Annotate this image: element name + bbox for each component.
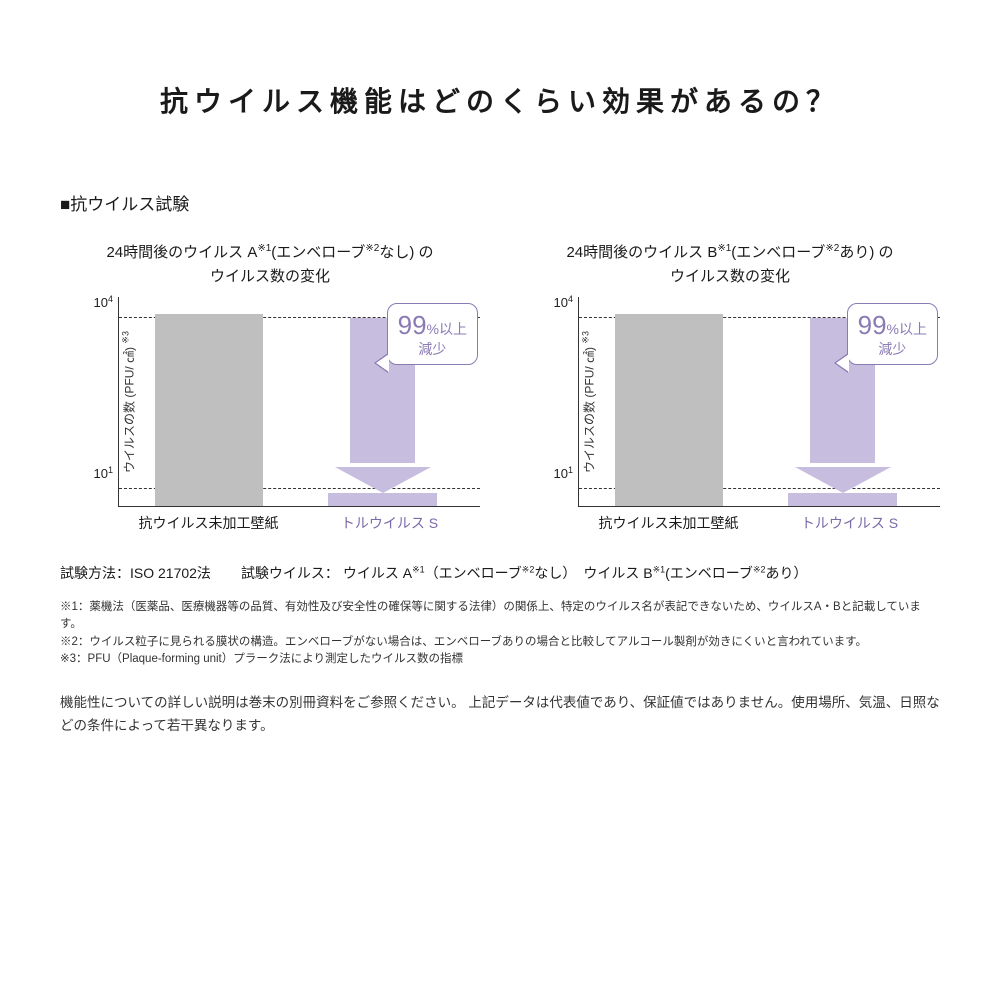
- chart-frame: ウイルスの数 (PFU/ ㎠) ※310410199%以上減少: [60, 297, 480, 507]
- footnotes: ※1：薬機法（医薬品、医療機器等の品質、有効性及び安全性の確保等に関する法律）の…: [60, 599, 940, 668]
- x-label-treated: トルウイルス S: [759, 513, 940, 533]
- section-label: ■抗ウイルス試験: [60, 190, 940, 215]
- chart-title: 24時間後のウイルス A※1(エンベローブ※2なし) のウイルス数の変化: [60, 241, 480, 289]
- chart-block-1: 24時間後のウイルス B※1(エンベローブ※2あり) のウイルス数の変化ウイルス…: [520, 241, 940, 533]
- x-label-control: 抗ウイルス未加工壁紙: [578, 513, 759, 533]
- x-axis-labels: 抗ウイルス未加工壁紙トルウイルス S: [118, 513, 480, 533]
- reduction-arrow-head: [795, 467, 891, 493]
- reduction-callout: 99%以上減少: [847, 303, 938, 365]
- bar-treated: [328, 493, 436, 506]
- chart-frame: ウイルスの数 (PFU/ ㎠) ※310410199%以上減少: [520, 297, 940, 507]
- chart-block-0: 24時間後のウイルス A※1(エンベローブ※2なし) のウイルス数の変化ウイルス…: [60, 241, 480, 533]
- bar-control: [155, 314, 263, 506]
- bar-treated: [788, 493, 896, 506]
- y-tick: 104: [554, 293, 573, 309]
- test-method: 試験方法：ISO 21702法試験ウイルス： ウイルス A※1（エンベローブ※2…: [60, 563, 940, 583]
- plot-area: 10410199%以上減少: [578, 297, 940, 507]
- y-tick: 101: [94, 465, 113, 481]
- page-title: 抗ウイルス機能はどのくらい効果があるの？: [60, 80, 940, 120]
- reduction-callout: 99%以上減少: [387, 303, 478, 365]
- reduction-arrow-head: [335, 467, 431, 493]
- y-tick: 104: [94, 293, 113, 309]
- plot-area: 10410199%以上減少: [118, 297, 480, 507]
- charts-row: 24時間後のウイルス A※1(エンベローブ※2なし) のウイルス数の変化ウイルス…: [60, 241, 940, 533]
- bar-control: [615, 314, 723, 506]
- chart-title: 24時間後のウイルス B※1(エンベローブ※2あり) のウイルス数の変化: [520, 241, 940, 289]
- x-axis-labels: 抗ウイルス未加工壁紙トルウイルス S: [578, 513, 940, 533]
- y-tick: 101: [554, 465, 573, 481]
- x-label-treated: トルウイルス S: [299, 513, 480, 533]
- disclaimer: 機能性についての詳しい説明は巻末の別冊資料をご参照ください。 上記データは代表値…: [60, 692, 940, 738]
- x-label-control: 抗ウイルス未加工壁紙: [118, 513, 299, 533]
